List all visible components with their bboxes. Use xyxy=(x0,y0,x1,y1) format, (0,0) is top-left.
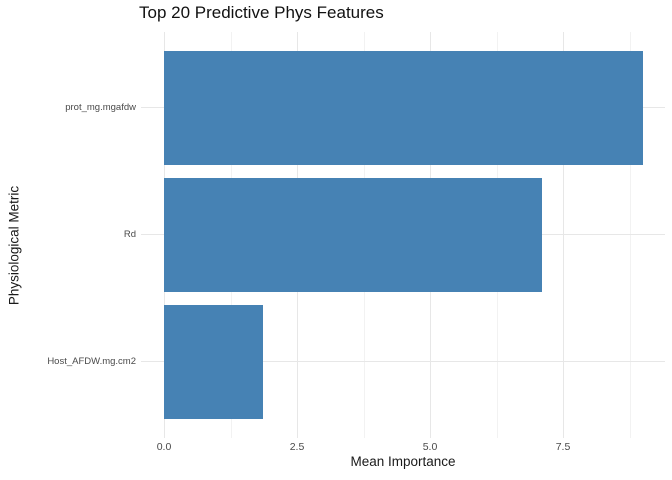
y-tick-label: prot_mg.mgafdw xyxy=(65,102,136,113)
x-tick-label: 2.5 xyxy=(289,441,305,453)
x-tick-label: 7.5 xyxy=(555,441,571,453)
bar-Host_AFDW.mg.cm2 xyxy=(164,305,263,419)
plot-panel xyxy=(141,32,665,438)
chart-title: Top 20 Predictive Phys Features xyxy=(139,3,384,22)
y-axis-title: Physiological Metric xyxy=(6,185,22,306)
x-minor-gridline xyxy=(630,32,631,438)
x-major-gridline xyxy=(563,32,564,438)
y-tick-label: Rd xyxy=(123,229,136,240)
y-major-gridline xyxy=(141,361,665,362)
bar-prot_mg.mgafdw xyxy=(164,51,643,165)
x-tick-label: 0.0 xyxy=(156,441,172,453)
x-tick-label: 5.0 xyxy=(422,441,438,453)
y-tick-label: Host_AFDW.mg.cm2 xyxy=(47,356,136,367)
bar-Rd xyxy=(164,178,542,292)
x-axis-title: Mean Importance xyxy=(350,454,456,469)
